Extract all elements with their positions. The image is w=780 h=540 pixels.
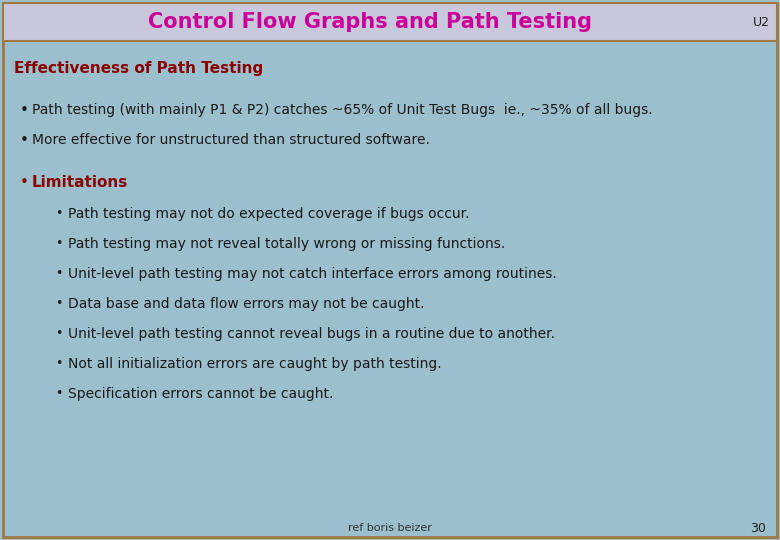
Text: •: •: [55, 327, 62, 340]
Text: •: •: [20, 175, 29, 190]
Text: Control Flow Graphs and Path Testing: Control Flow Graphs and Path Testing: [148, 12, 592, 32]
Bar: [3, 3, 777, 41]
Text: Limitations: Limitations: [32, 175, 128, 190]
Text: •: •: [55, 387, 62, 400]
Text: Path testing may not do expected coverage if bugs occur.: Path testing may not do expected coverag…: [68, 207, 470, 221]
Text: •: •: [55, 267, 62, 280]
Text: ref boris beizer: ref boris beizer: [348, 523, 432, 533]
Text: Data base and data flow errors may not be caught.: Data base and data flow errors may not b…: [68, 297, 424, 311]
Text: •: •: [55, 237, 62, 250]
Text: Unit-level path testing cannot reveal bugs in a routine due to another.: Unit-level path testing cannot reveal bu…: [68, 327, 555, 341]
Text: •: •: [20, 133, 29, 148]
Text: Not all initialization errors are caught by path testing.: Not all initialization errors are caught…: [68, 357, 441, 371]
Text: Specification errors cannot be caught.: Specification errors cannot be caught.: [68, 387, 333, 401]
Text: U2: U2: [753, 16, 770, 29]
Text: •: •: [55, 357, 62, 370]
Text: •: •: [55, 297, 62, 310]
Text: Unit-level path testing may not catch interface errors among routines.: Unit-level path testing may not catch in…: [68, 267, 557, 281]
Text: Path testing (with mainly P1 & P2) catches ~65% of Unit Test Bugs  ie., ~35% of : Path testing (with mainly P1 & P2) catch…: [32, 103, 653, 117]
Text: More effective for unstructured than structured software.: More effective for unstructured than str…: [32, 133, 430, 147]
Text: Effectiveness of Path Testing: Effectiveness of Path Testing: [14, 61, 264, 76]
Text: •: •: [20, 103, 29, 118]
Text: Path testing may not reveal totally wrong or missing functions.: Path testing may not reveal totally wron…: [68, 237, 505, 251]
Text: •: •: [55, 207, 62, 220]
Text: 30: 30: [750, 522, 766, 535]
